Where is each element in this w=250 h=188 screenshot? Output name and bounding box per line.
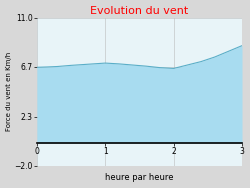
X-axis label: heure par heure: heure par heure bbox=[105, 173, 174, 182]
Title: Evolution du vent: Evolution du vent bbox=[90, 6, 188, 16]
Y-axis label: Force du vent en Km/h: Force du vent en Km/h bbox=[6, 52, 12, 131]
